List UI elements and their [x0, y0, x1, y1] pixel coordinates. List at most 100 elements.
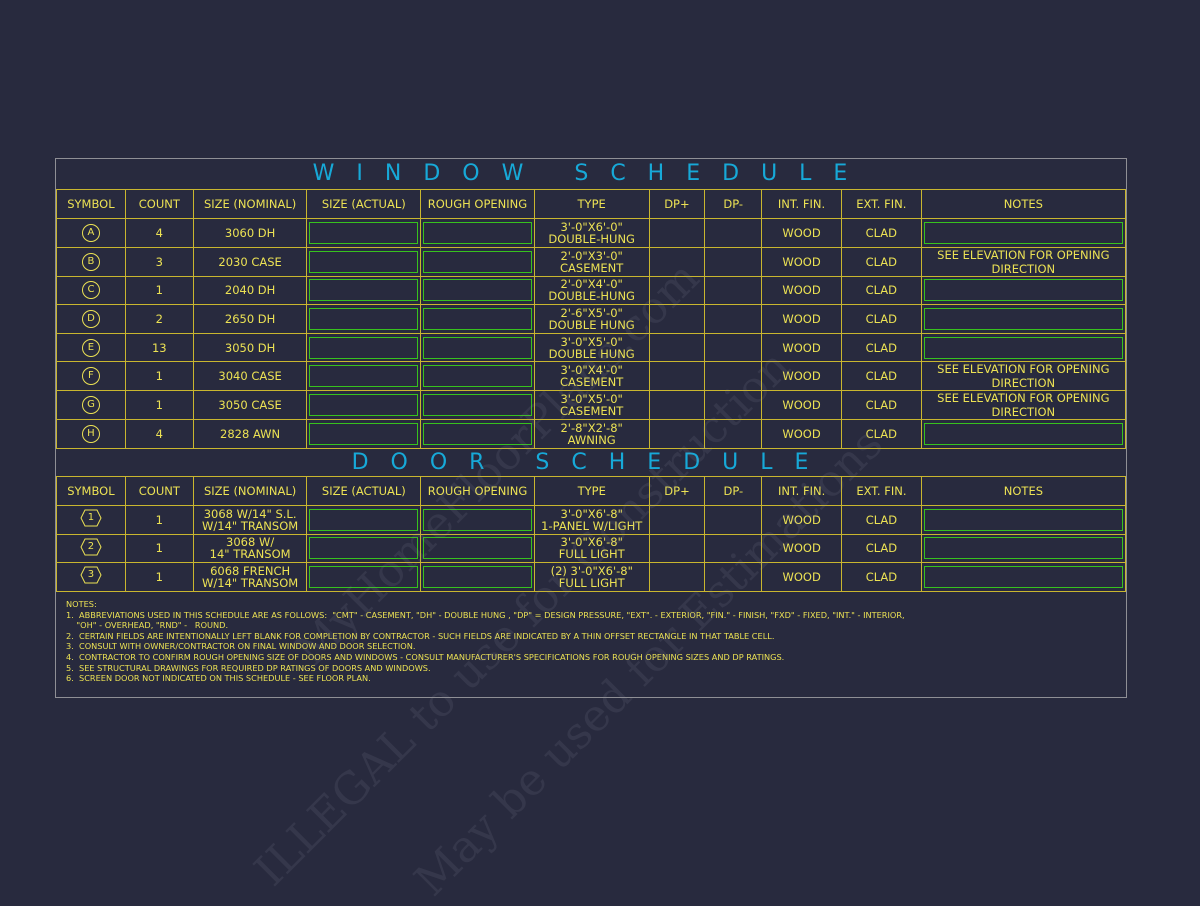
column-header: DP+ [648, 189, 706, 219]
blank-field [923, 508, 1123, 531]
type-size: 3'-0"X5'-0" [560, 334, 623, 349]
type-cell: 2'-0"X4'-0" DOUBLE-HUNG [533, 275, 650, 306]
type-cell: (2) 3'-0"X6'-8" FULL LIGHT [533, 562, 650, 592]
count-cell: 1 [124, 390, 194, 421]
table-row: 3 1 6068 FRENCH W/14" TRANSOM (2) 3'-0"X6'-8… [56, 562, 1127, 592]
notes-cell [920, 562, 1127, 592]
int-fin-cell: WOOD [761, 390, 842, 421]
blank-field [923, 336, 1123, 359]
blank-field [923, 565, 1123, 588]
symbol-cell: G [56, 390, 126, 421]
ext-fin-cell: CLAD [840, 218, 922, 248]
window-tag-icon: A [81, 223, 100, 242]
notes-cell [920, 218, 1127, 248]
count-cell: 2 [124, 304, 194, 334]
note-line: 6. SCREEN DOOR NOT INDICATED ON THIS SCH… [66, 673, 371, 684]
door-schedule-table: SYMBOL COUNT SIZE (NOMINAL) SIZE (ACTUAL) RO… [56, 476, 1127, 592]
rough-opening-cell [420, 246, 535, 277]
table-row: G 1 3050 CASE 3'-0"X5'-0" CASEMENT WOOD CLAD SE… [56, 390, 1127, 421]
type-cell: 3'-0"X6'-0" DOUBLE-HUNG [533, 218, 650, 248]
column-header: SIZE (ACTUAL) [306, 189, 422, 219]
size-nominal-cell: 2030 CASE [192, 246, 308, 277]
type-name: AWNING [567, 433, 616, 448]
blank-field [309, 250, 419, 273]
blank-field [309, 221, 419, 244]
column-header: EXT. FIN. [841, 476, 922, 506]
int-fin-cell: WOOD [761, 361, 842, 392]
blank-field [309, 365, 419, 388]
size-line: 6068 FRENCH [210, 563, 291, 578]
column-header: INT. FIN. [761, 189, 842, 219]
column-header: SIZE (ACTUAL) [306, 476, 422, 506]
size-actual-cell [306, 419, 422, 449]
dp-minus-cell [704, 505, 763, 535]
blank-field [423, 307, 532, 330]
type-size: 3'-0"X6'-8" [560, 535, 623, 550]
size-actual-cell [306, 505, 422, 535]
int-fin-cell: WOOD [761, 246, 842, 277]
type-cell: 3'-0"X6'-8" FULL LIGHT [533, 533, 650, 564]
blank-field [423, 394, 532, 417]
size-actual-cell [306, 332, 422, 363]
table-row: B 3 2030 CASE 2'-0"X3'-0" CASEMENT WOOD CLAD SE… [56, 246, 1127, 277]
size-actual-cell [306, 275, 422, 306]
table-row: D 2 2650 DH 2'-6"X5'-0" DOUBLE HUNG WOOD CLAD [56, 304, 1127, 334]
window-tag-icon: H [81, 425, 100, 444]
type-name: CASEMENT [560, 260, 624, 275]
dp-plus-cell [648, 419, 706, 449]
window-schedule-table: SYMBOL COUNT SIZE (NOMINAL) SIZE (ACTUAL) RO… [56, 189, 1127, 449]
dp-minus-cell [704, 390, 763, 421]
size-actual-cell [306, 562, 422, 592]
size-nominal-cell: 3060 DH [192, 218, 308, 248]
blank-field [923, 221, 1123, 244]
notes-cell [920, 505, 1127, 535]
header-row: SYMBOL COUNT SIZE (NOMINAL) SIZE (ACTUAL) RO… [56, 476, 1127, 506]
table-row: 2 1 3068 W/14" TRANSOM 3'-0"X6'-8" FULL LIGH… [56, 533, 1127, 564]
symbol-cell: 3 [56, 562, 126, 592]
door-schedule-title: DOOR SCHEDULE [351, 450, 831, 475]
notes-heading: NOTES: [66, 599, 97, 609]
ext-fin-cell: CLAD [841, 505, 922, 535]
type-size: 2'-0"X4'-0" [560, 277, 623, 292]
blank-field [923, 537, 1123, 560]
int-fin-cell: WOOD [761, 332, 842, 363]
door-tag-icon: 3 [80, 566, 102, 584]
blank-field [423, 250, 532, 273]
type-size: 2'-0"X3'-0" [560, 248, 623, 263]
column-header: COUNT [124, 189, 194, 219]
note-line: 1. ABBREVIATIONS USED IN THIS SCHEDULE A… [66, 609, 905, 620]
int-fin-cell: WOOD [761, 218, 842, 248]
symbol-cell: 2 [56, 533, 126, 564]
ext-fin-cell: CLAD [840, 275, 922, 306]
note-line: 4. CONTRACTOR TO CONFIRM ROUGH OPENING S… [66, 651, 785, 662]
dp-minus-cell [704, 218, 763, 248]
blank-field [423, 565, 532, 588]
column-header: NOTES [920, 189, 1127, 219]
dp-plus-cell [648, 218, 706, 248]
notes-cell: SEE ELEVATION FOR OPENING DIRECTION [920, 390, 1127, 421]
size-actual-cell [306, 246, 422, 277]
notes-block: NOTES: 1. ABBREVIATIONS USED IN THIS SCH… [66, 599, 905, 684]
column-header: COUNT [124, 476, 194, 506]
size-nominal-cell: 2650 DH [192, 304, 308, 334]
notes-cell [920, 304, 1127, 334]
type-cell: 3'-0"X4'-0" CASEMENT [533, 361, 650, 392]
rough-opening-cell [420, 275, 535, 306]
column-header: ROUGH OPENING [420, 476, 535, 506]
type-name: CASEMENT [560, 375, 624, 390]
type-cell: 2'-6"X5'-0" DOUBLE HUNG [533, 304, 650, 334]
type-name: 1-PANEL W/LIGHT [541, 518, 643, 533]
window-tag-icon: E [81, 338, 100, 357]
column-header: INT. FIN. [761, 476, 843, 506]
symbol-cell: C [56, 275, 126, 306]
blank-field [423, 423, 532, 446]
size-actual-cell [306, 304, 422, 334]
size-line: W/14" TRANSOM [202, 575, 299, 590]
blank-field [423, 221, 532, 244]
type-name: DOUBLE-HUNG [548, 231, 635, 246]
size-actual-cell [306, 218, 422, 248]
notes-cell: SEE ELEVATION FOR OPENING DIRECTION [920, 361, 1127, 392]
column-header: SYMBOL [56, 476, 126, 506]
rough-opening-cell [420, 419, 535, 449]
ext-fin-cell: CLAD [840, 361, 922, 392]
